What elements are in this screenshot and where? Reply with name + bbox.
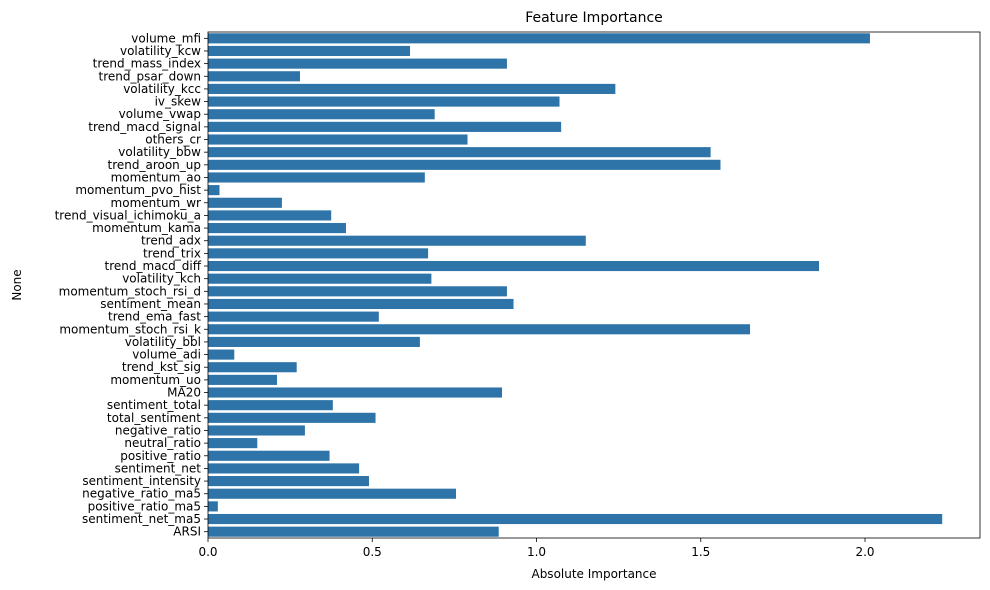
y-tick-label: volume_adi xyxy=(132,348,201,362)
bar-momentum_stoch_rsi_d xyxy=(208,286,507,297)
y-tick-label: momentum_stoch_rsi_d xyxy=(59,284,201,298)
x-tick-label: 1.5 xyxy=(691,545,710,559)
bar-negative_ratio xyxy=(208,425,305,436)
bar-volatility_kcw xyxy=(208,45,411,57)
bar-volatility_kcc xyxy=(208,83,616,94)
y-axis-ticks: volume_mfivolatility_kcwtrend_mass_index… xyxy=(55,31,208,539)
bar-momentum_uo xyxy=(208,374,277,385)
y-tick-label: momentum_stoch_rsi_k xyxy=(59,322,201,336)
y-tick-label: trend_psar_down xyxy=(98,69,201,83)
bar-volatility_bbl xyxy=(208,336,420,347)
y-tick-label: total_sentiment xyxy=(107,411,201,425)
y-tick-label: volatility_bbw xyxy=(118,145,201,159)
y-tick-label: volatility_kch xyxy=(122,272,201,286)
bar-ARSI xyxy=(208,526,499,537)
y-tick-label: positive_ratio xyxy=(120,449,201,463)
y-tick-label: volatility_kcw xyxy=(120,44,201,58)
y-tick-label: volume_vwap xyxy=(119,107,201,121)
bar-momentum_wr xyxy=(208,197,282,208)
bar-trend_ema_fast xyxy=(208,311,379,322)
y-tick-label: sentiment_net xyxy=(115,461,202,475)
bar-volatility_kch xyxy=(208,273,432,284)
bar-sentiment_intensity xyxy=(208,476,369,487)
bar-sentiment_net_ma5 xyxy=(208,513,943,525)
bar-trend_psar_down xyxy=(208,71,300,82)
bar-trend_kst_sig xyxy=(208,362,297,373)
bar-volatility_bbw xyxy=(208,147,711,158)
y-tick-label: sentiment_net_ma5 xyxy=(82,512,201,526)
y-tick-label: momentum_kama xyxy=(92,221,201,235)
y-tick-label: trend_macd_diff xyxy=(105,259,202,273)
bar-positive_ratio_ma5 xyxy=(208,501,218,512)
y-tick-label: positive_ratio_ma5 xyxy=(88,499,201,513)
bar-volume_vwap xyxy=(208,109,435,120)
bar-MA20 xyxy=(208,387,503,398)
plot-frame xyxy=(207,31,981,539)
y-tick-label: ARSI xyxy=(173,525,201,539)
y-tick-label: momentum_wr xyxy=(111,196,202,210)
y-tick-label: sentiment_mean xyxy=(100,297,201,311)
bar-trend_mass_index xyxy=(208,58,507,69)
x-tick-label: 0.5 xyxy=(363,545,382,559)
y-tick-label: trend_visual_ichimoku_a xyxy=(55,208,201,222)
bar-momentum_pvo_hist xyxy=(208,185,220,196)
bar-trend_trix xyxy=(208,248,429,259)
bar-sentiment_mean xyxy=(208,298,514,310)
bar-others_cr xyxy=(208,134,468,145)
y-tick-label: iv_skew xyxy=(155,95,202,109)
bar-iv_skew xyxy=(208,96,560,107)
bar-momentum_stoch_rsi_k xyxy=(208,324,751,335)
bar-negative_ratio_ma5 xyxy=(208,488,457,499)
bar-trend_visual_ichimoku_a xyxy=(208,210,332,221)
y-tick-label: trend_adx xyxy=(141,234,201,248)
y-tick-label: MA20 xyxy=(167,386,201,400)
y-tick-label: momentum_uo xyxy=(110,373,201,387)
y-tick-label: momentum_ao xyxy=(111,170,201,184)
y-axis-label: None xyxy=(10,269,24,300)
bar-total_sentiment xyxy=(208,412,376,423)
chart-title: Feature Importance xyxy=(525,10,663,26)
y-tick-label: negative_ratio xyxy=(115,423,201,437)
bar-positive_ratio xyxy=(208,450,330,461)
bars-group xyxy=(208,33,943,537)
y-tick-label: trend_trix xyxy=(143,246,201,260)
bar-volume_adi xyxy=(208,349,235,360)
y-tick-label: sentiment_total xyxy=(107,398,201,412)
bar-momentum_kama xyxy=(208,223,346,234)
y-tick-label: neutral_ratio xyxy=(124,436,201,450)
y-tick-label: sentiment_intensity xyxy=(82,474,201,488)
y-tick-label: trend_mass_index xyxy=(93,57,201,71)
x-axis-label: Absolute Importance xyxy=(531,567,656,581)
y-tick-label: volume_mfi xyxy=(131,31,201,45)
y-tick-label: trend_ema_fast xyxy=(108,310,201,324)
y-tick-label: volatility_bbl xyxy=(125,335,201,349)
x-tick-label: 0.0 xyxy=(198,545,217,559)
y-tick-label: trend_macd_signal xyxy=(88,120,201,134)
y-tick-label: others_cr xyxy=(145,133,201,147)
x-tick-label: 2.0 xyxy=(855,545,874,559)
y-tick-label: negative_ratio_ma5 xyxy=(82,487,201,501)
bar-trend_adx xyxy=(208,235,586,246)
bar-trend_macd_diff xyxy=(208,260,820,272)
bar-trend_aroon_up xyxy=(208,159,721,170)
y-tick-label: trend_kst_sig xyxy=(122,360,201,374)
y-tick-label: trend_aroon_up xyxy=(107,158,201,172)
bar-volume_mfi xyxy=(208,33,870,44)
bar-trend_macd_signal xyxy=(208,121,562,132)
bar-sentiment_net xyxy=(208,463,360,474)
bar-neutral_ratio xyxy=(208,438,258,449)
y-tick-label: momentum_pvo_hist xyxy=(75,183,201,197)
x-axis-ticks: 0.0 0.5 1.0 1.5 2.0 xyxy=(198,538,875,559)
bar-sentiment_total xyxy=(208,400,333,411)
bar-momentum_ao xyxy=(208,172,425,183)
y-tick-label: volatility_kcc xyxy=(123,82,201,96)
x-tick-label: 1.0 xyxy=(527,545,546,559)
